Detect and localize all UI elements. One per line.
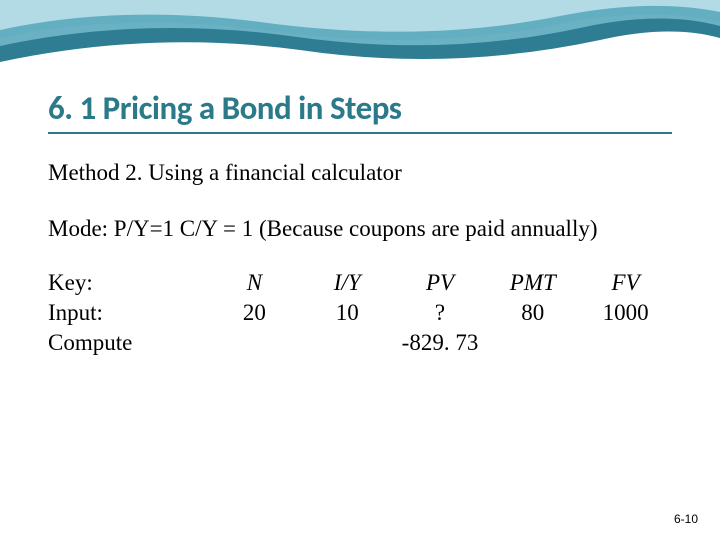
cell: FV — [579, 270, 672, 296]
cell: 10 — [301, 300, 394, 326]
cell: 1000 — [579, 300, 672, 326]
table-row: Input: 20 10 ? 80 1000 — [48, 300, 672, 326]
row-label: Compute — [48, 330, 208, 356]
cell: PMT — [486, 270, 579, 296]
calculator-table: Key: N I/Y PV PMT FV Input: 20 10 ? 80 1… — [48, 270, 672, 356]
slide-title: 6. 1 Pricing a Bond in Steps — [48, 88, 672, 134]
table-row: Key: N I/Y PV PMT FV — [48, 270, 672, 296]
cell: 80 — [486, 300, 579, 326]
cell: 20 — [208, 300, 301, 326]
cell: -829. 73 — [394, 330, 487, 356]
cell: ? — [394, 300, 487, 326]
mode-text: Mode: P/Y=1 C/Y = 1 (Because coupons are… — [48, 214, 672, 244]
cell — [301, 330, 394, 356]
cell — [579, 330, 672, 356]
method-text: Method 2. Using a financial calculator — [48, 158, 672, 188]
page-number: 6-10 — [674, 512, 698, 526]
row-label: Input: — [48, 300, 208, 326]
cell: I/Y — [301, 270, 394, 296]
table-row: Compute -829. 73 — [48, 330, 672, 356]
cell — [208, 330, 301, 356]
cell: PV — [394, 270, 487, 296]
cell — [486, 330, 579, 356]
row-label: Key: — [48, 270, 208, 296]
cell: N — [208, 270, 301, 296]
